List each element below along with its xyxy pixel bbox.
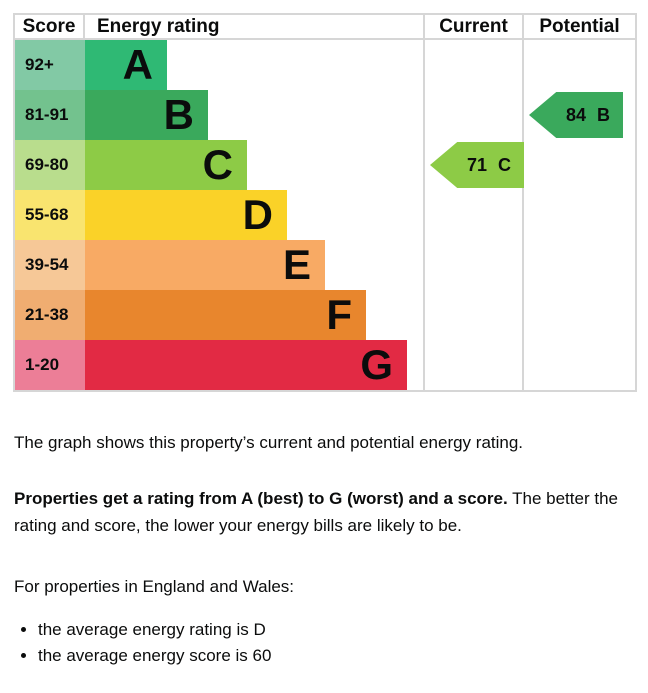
score-range-f: 21-38 <box>15 290 85 340</box>
band-letter-g: G <box>360 341 393 388</box>
score-range-b: 81-91 <box>15 90 85 140</box>
potential-arrow: 84 B <box>529 92 623 138</box>
rating-bar-e: E <box>85 240 325 290</box>
epc-page: Score Energy rating Current Potential 92… <box>0 13 648 669</box>
energy-rating-chart: Score Energy rating Current Potential 92… <box>13 13 637 392</box>
chart-header-row: Score Energy rating Current Potential <box>15 15 635 40</box>
score-range-e: 39-54 <box>15 240 85 290</box>
band-row-f: 21-38 F <box>15 290 635 340</box>
score-range-a: 92+ <box>15 40 85 90</box>
rating-explanation-bold: Properties get a rating from A (best) to… <box>14 489 508 508</box>
score-range-g: 1-20 <box>15 340 85 390</box>
band-row-c: 69-80 C 71 C <box>15 140 635 190</box>
band-row-d: 55-68 D <box>15 190 635 240</box>
band-row-b: 81-91 B 84 B <box>15 90 635 140</box>
rating-bar-c: C <box>85 140 247 190</box>
band-letter-e: E <box>282 241 311 288</box>
current-arrow: 71 C <box>430 142 524 188</box>
rating-explanation-rest: The better the rating and score, the low… <box>14 489 618 535</box>
current-column-header: Current <box>425 15 524 40</box>
rating-bar-f: F <box>85 290 366 340</box>
score-range-c: 69-80 <box>15 140 85 190</box>
average-rating-item: the average energy rating is D <box>38 617 648 643</box>
score-column-header: Score <box>15 15 85 40</box>
rating-explanation: Properties get a rating from A (best) to… <box>14 485 638 539</box>
band-letter-a: A <box>122 41 153 88</box>
energy-rating-column-header: Energy rating <box>85 15 425 40</box>
band-letter-d: D <box>242 191 273 238</box>
score-range-d: 55-68 <box>15 190 85 240</box>
rating-bar-a: A <box>85 40 167 90</box>
rating-bar-b: B <box>85 90 208 140</box>
rating-bar-g: G <box>85 340 407 390</box>
potential-column-header: Potential <box>524 15 635 40</box>
band-row-a: 92+ A <box>15 40 635 90</box>
average-score-item: the average energy score is 60 <box>38 643 648 669</box>
rating-bar-d: D <box>85 190 287 240</box>
band-row-g: 1-20 G <box>15 340 635 390</box>
regions-intro: For properties in England and Wales: <box>14 577 295 596</box>
band-letter-f: F <box>326 291 352 338</box>
average-list: the average energy rating is D the avera… <box>16 617 648 669</box>
chart-caption: The graph shows this property’s current … <box>14 433 524 452</box>
band-letter-b: B <box>163 91 194 138</box>
band-row-e: 39-54 E <box>15 240 635 290</box>
band-letter-c: C <box>202 141 233 188</box>
